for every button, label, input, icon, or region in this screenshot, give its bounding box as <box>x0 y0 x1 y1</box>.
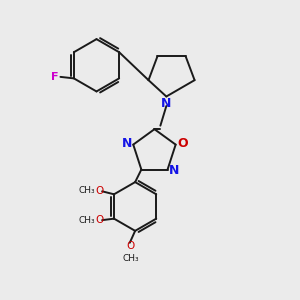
Text: O: O <box>95 186 103 196</box>
Text: O: O <box>95 215 103 225</box>
Text: O: O <box>127 241 135 251</box>
Text: N: N <box>161 97 172 110</box>
Text: N: N <box>169 164 179 177</box>
Text: N: N <box>122 136 132 150</box>
Text: CH₃: CH₃ <box>122 254 139 263</box>
Text: F: F <box>51 72 59 82</box>
Text: O: O <box>177 136 188 150</box>
Text: CH₃: CH₃ <box>78 186 95 195</box>
Text: CH₃: CH₃ <box>78 216 95 225</box>
